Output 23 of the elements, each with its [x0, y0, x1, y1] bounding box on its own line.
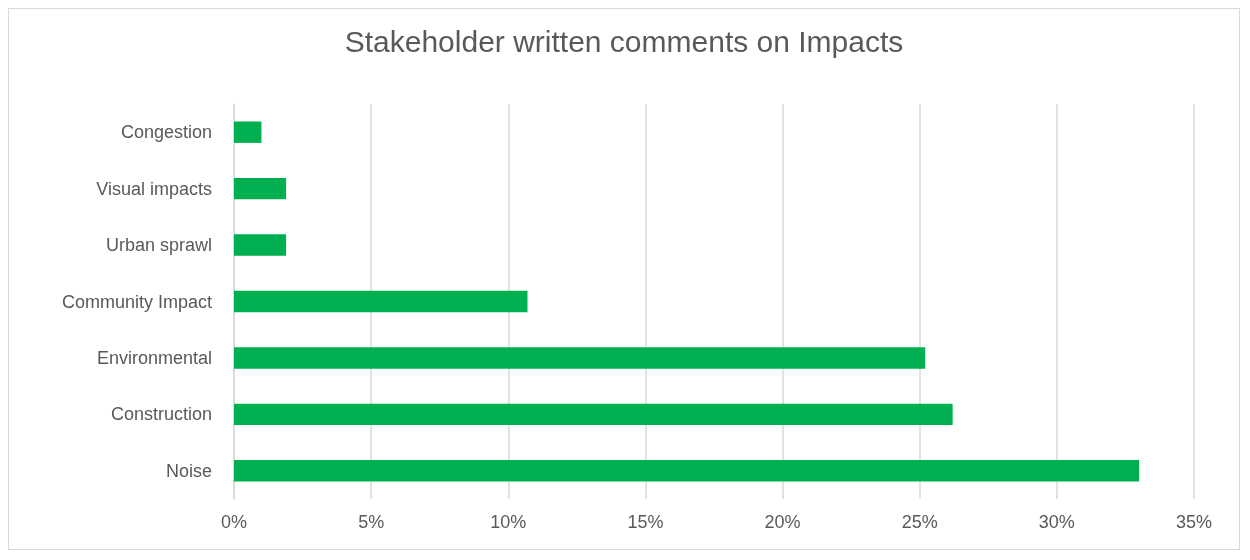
- bar: [234, 177, 287, 200]
- bar: [234, 347, 926, 369]
- y-tick-label: Visual impacts: [96, 178, 212, 199]
- bar: [234, 234, 287, 256]
- y-tick-label: Community Impact: [61, 291, 212, 312]
- y-tick-label: Congestion: [120, 122, 212, 143]
- bar: [234, 121, 262, 143]
- chart-title: Stakeholder written comments on Impacts: [344, 24, 904, 58]
- bar: [234, 403, 953, 426]
- y-tick-label: Urban sprawl: [105, 235, 212, 256]
- x-tick-label: 20%: [764, 512, 801, 532]
- y-tick-label: Construction: [110, 404, 212, 425]
- x-tick-label: 0%: [220, 512, 248, 532]
- y-tick-label: Noise: [165, 460, 212, 481]
- bar: [234, 460, 1140, 482]
- y-tick-label: Environmental: [96, 347, 212, 368]
- x-tick-label: 35%: [1175, 512, 1213, 532]
- x-tick-label: 5%: [358, 512, 385, 532]
- x-tick-label: 25%: [901, 512, 938, 532]
- x-tick-label: 10%: [490, 512, 527, 532]
- x-tick-label: 30%: [1038, 512, 1075, 532]
- bar: [234, 290, 528, 313]
- x-tick-label: 15%: [627, 512, 664, 532]
